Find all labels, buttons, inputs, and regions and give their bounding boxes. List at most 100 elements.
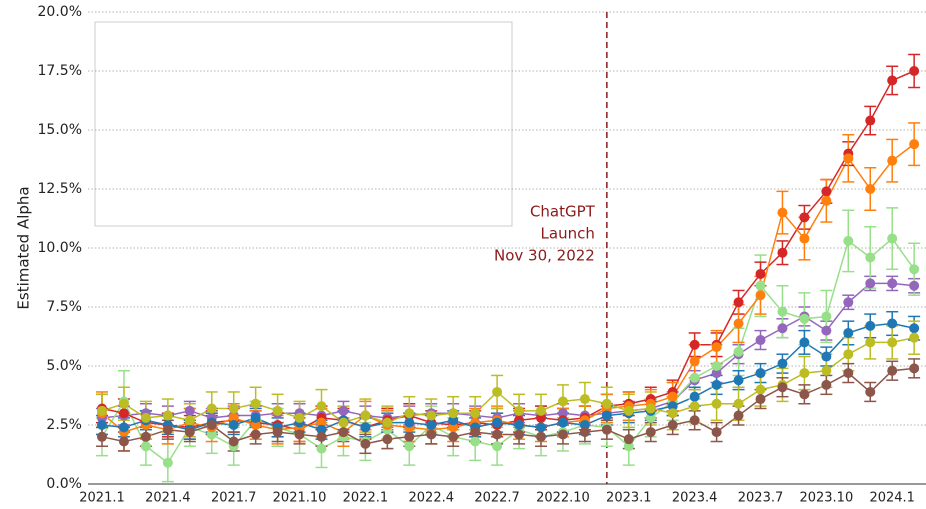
point — [404, 417, 415, 428]
point — [755, 384, 766, 395]
point — [667, 408, 678, 419]
point — [645, 412, 656, 423]
x-tick-label: 2022.10 — [536, 491, 590, 506]
point — [382, 434, 393, 445]
point — [843, 327, 854, 338]
series-line — [101, 237, 915, 464]
point — [887, 233, 898, 244]
point — [426, 420, 437, 430]
point — [711, 342, 722, 353]
point — [579, 394, 590, 405]
point — [206, 429, 217, 440]
point — [228, 420, 239, 430]
point — [755, 290, 766, 301]
point — [228, 403, 239, 414]
point — [821, 365, 832, 376]
y-tick-label: 7.5% — [46, 299, 82, 315]
point — [733, 297, 744, 308]
point — [514, 420, 525, 430]
point — [140, 441, 151, 452]
x-tick-label: 2022.4 — [409, 491, 455, 506]
point — [843, 235, 854, 246]
point — [514, 429, 525, 440]
point — [909, 323, 920, 334]
point — [338, 405, 349, 416]
point — [492, 386, 503, 397]
point — [667, 391, 678, 402]
point — [557, 396, 568, 407]
point — [206, 403, 217, 414]
point — [865, 115, 876, 126]
series-line — [101, 336, 915, 424]
point — [118, 436, 129, 447]
point — [733, 346, 744, 357]
point — [865, 278, 876, 289]
point — [799, 389, 810, 400]
point — [733, 318, 744, 329]
point — [821, 195, 832, 206]
point — [865, 337, 876, 348]
y-tick-label: 15.0% — [38, 122, 82, 138]
y-tick-label: 0.0% — [46, 476, 82, 492]
point — [118, 398, 129, 409]
point — [448, 408, 459, 419]
point — [316, 431, 327, 442]
point — [536, 422, 546, 433]
point — [799, 212, 810, 223]
annotation: ChatGPT — [530, 203, 596, 221]
point — [404, 441, 415, 452]
point — [689, 372, 700, 383]
point — [316, 401, 327, 412]
point — [623, 434, 634, 445]
y-tick-label: 5.0% — [46, 358, 82, 374]
point — [689, 415, 700, 426]
point — [557, 429, 568, 440]
point — [448, 431, 459, 442]
point — [865, 320, 876, 331]
point — [557, 408, 568, 419]
x-tick-label: 2022.7 — [474, 491, 520, 506]
point — [821, 379, 832, 390]
point — [118, 422, 129, 433]
point — [272, 427, 283, 438]
point — [426, 410, 437, 421]
point — [470, 408, 481, 419]
point — [711, 368, 722, 379]
point — [338, 417, 349, 428]
point — [733, 410, 744, 421]
point — [448, 415, 459, 426]
point — [316, 424, 327, 435]
x-tick-label: 2021.4 — [145, 491, 191, 506]
point — [228, 436, 239, 447]
point — [250, 429, 261, 440]
point — [162, 457, 173, 468]
point — [667, 401, 678, 412]
point — [821, 325, 832, 336]
point — [514, 405, 525, 416]
point — [184, 405, 195, 416]
point — [184, 427, 195, 438]
point — [536, 412, 546, 423]
point — [711, 398, 722, 409]
point — [97, 431, 107, 442]
point — [711, 379, 722, 390]
point — [711, 361, 722, 371]
point — [689, 339, 700, 350]
point — [909, 363, 920, 374]
point — [799, 313, 810, 324]
point — [733, 375, 744, 386]
point — [250, 398, 261, 409]
legend-box — [94, 21, 513, 227]
point — [689, 391, 700, 402]
point — [689, 401, 700, 412]
y-axis-label: Estimated Alpha — [15, 186, 33, 309]
point — [470, 427, 481, 438]
point — [667, 420, 678, 430]
point — [228, 412, 239, 423]
point — [865, 386, 876, 397]
x-tick-label: 2021.10 — [273, 491, 327, 506]
y-tick-label: 10.0% — [38, 240, 82, 256]
x-tick-label: 2023.1 — [606, 491, 652, 506]
point — [711, 427, 722, 438]
